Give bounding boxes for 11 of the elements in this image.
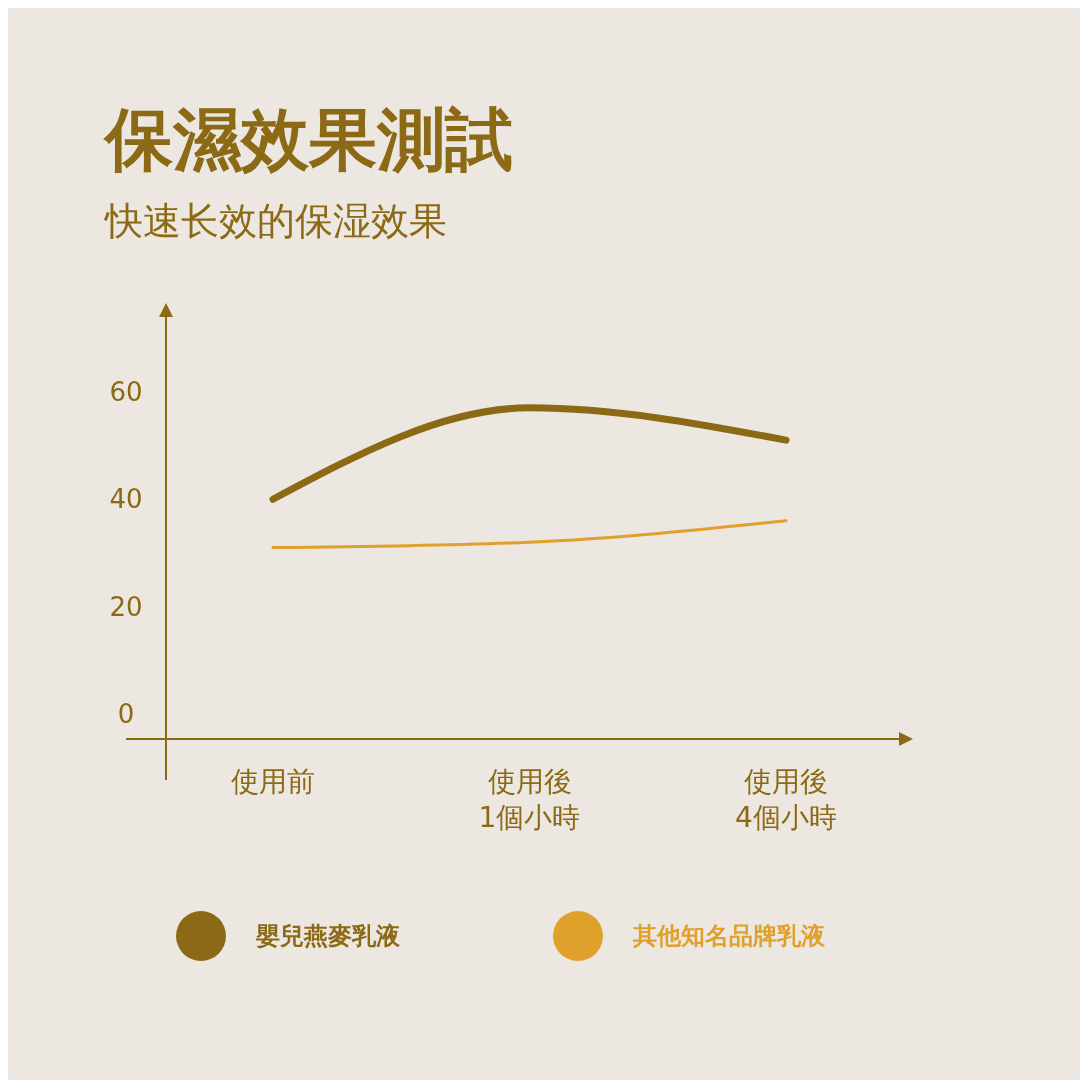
legend-label: 其他知名品牌乳液 xyxy=(632,922,826,951)
y-tick-label: 20 xyxy=(109,591,143,622)
chart-subtitle: 快速长效的保湿效果 xyxy=(103,199,447,243)
legend-label: 嬰兒燕麥乳液 xyxy=(255,922,401,951)
y-tick-label: 60 xyxy=(109,376,143,407)
chart-title: 保濕效果測試 xyxy=(103,100,513,179)
x-tick-label: 使用後 1個小時 xyxy=(478,765,581,834)
y-tick-label: 0 xyxy=(117,699,135,730)
x-tick-label: 使用前 xyxy=(231,765,315,798)
x-tick-label: 使用後 4個小時 xyxy=(735,765,837,834)
y-tick-label: 40 xyxy=(109,484,143,515)
